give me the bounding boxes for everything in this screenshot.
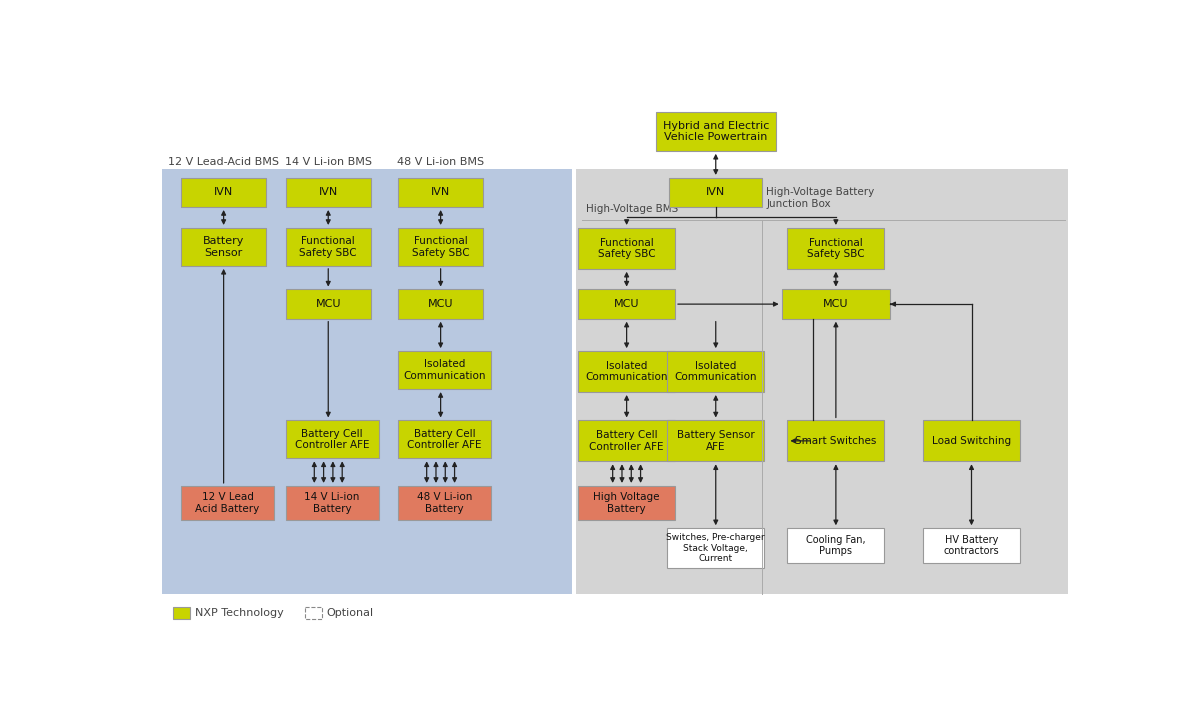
- FancyBboxPatch shape: [181, 228, 266, 266]
- FancyBboxPatch shape: [305, 607, 322, 619]
- FancyBboxPatch shape: [398, 228, 484, 266]
- FancyBboxPatch shape: [286, 228, 371, 266]
- Text: Isolated
Communication: Isolated Communication: [674, 361, 757, 382]
- Text: MCU: MCU: [823, 299, 848, 309]
- Text: Functional
Safety SBC: Functional Safety SBC: [300, 236, 358, 258]
- Text: Hybrid and Electric
Vehicle Powertrain: Hybrid and Electric Vehicle Powertrain: [662, 121, 769, 142]
- Text: Battery Cell
Controller AFE: Battery Cell Controller AFE: [295, 429, 370, 450]
- Text: Battery Cell
Controller AFE: Battery Cell Controller AFE: [407, 429, 481, 450]
- FancyBboxPatch shape: [578, 290, 676, 319]
- Text: 12 V Lead
Acid Battery: 12 V Lead Acid Battery: [196, 493, 259, 514]
- FancyBboxPatch shape: [286, 290, 371, 319]
- Text: NXP Technology: NXP Technology: [194, 608, 283, 618]
- FancyBboxPatch shape: [578, 351, 676, 392]
- Text: HV Battery
contractors: HV Battery contractors: [943, 535, 1000, 556]
- Text: MCU: MCU: [614, 299, 640, 309]
- FancyBboxPatch shape: [781, 290, 890, 319]
- FancyBboxPatch shape: [787, 528, 884, 563]
- FancyBboxPatch shape: [667, 420, 764, 461]
- FancyBboxPatch shape: [398, 486, 491, 520]
- Text: Optional: Optional: [326, 608, 374, 618]
- Text: Cooling Fan,
Pumps: Cooling Fan, Pumps: [806, 535, 865, 556]
- FancyBboxPatch shape: [173, 607, 191, 619]
- Text: High-Voltage BMS: High-Voltage BMS: [586, 204, 678, 214]
- Text: MCU: MCU: [316, 299, 341, 309]
- Bar: [576, 169, 1068, 594]
- FancyBboxPatch shape: [787, 420, 884, 461]
- FancyBboxPatch shape: [398, 351, 491, 389]
- FancyBboxPatch shape: [578, 420, 676, 461]
- FancyBboxPatch shape: [787, 228, 884, 269]
- FancyBboxPatch shape: [181, 178, 266, 207]
- FancyBboxPatch shape: [398, 178, 484, 207]
- Text: Isolated
Communication: Isolated Communication: [403, 360, 486, 381]
- Text: High-Voltage Battery
Junction Box: High-Voltage Battery Junction Box: [766, 187, 875, 209]
- FancyBboxPatch shape: [286, 420, 379, 459]
- FancyBboxPatch shape: [667, 351, 764, 392]
- Text: Functional
Safety SBC: Functional Safety SBC: [598, 238, 655, 259]
- FancyBboxPatch shape: [667, 528, 764, 568]
- Text: Functional
Safety SBC: Functional Safety SBC: [808, 238, 865, 259]
- Text: Smart Switches: Smart Switches: [796, 436, 876, 446]
- Text: IVN: IVN: [706, 187, 725, 197]
- Text: High Voltage
Battery: High Voltage Battery: [593, 493, 660, 514]
- FancyBboxPatch shape: [923, 420, 1020, 461]
- Text: 12 V Lead-Acid BMS: 12 V Lead-Acid BMS: [168, 157, 280, 167]
- Text: Isolated
Communication: Isolated Communication: [586, 361, 668, 382]
- Text: 14 V Li-ion
Battery: 14 V Li-ion Battery: [305, 493, 360, 514]
- FancyBboxPatch shape: [286, 486, 379, 520]
- FancyBboxPatch shape: [181, 486, 274, 520]
- Text: 14 V Li-ion BMS: 14 V Li-ion BMS: [284, 157, 372, 167]
- Text: Battery Sensor
AFE: Battery Sensor AFE: [677, 430, 755, 451]
- Text: Battery
Sensor: Battery Sensor: [203, 236, 245, 258]
- Text: IVN: IVN: [319, 187, 338, 197]
- Text: Load Switching: Load Switching: [932, 436, 1012, 446]
- FancyBboxPatch shape: [286, 178, 371, 207]
- FancyBboxPatch shape: [578, 228, 676, 269]
- Text: Functional
Safety SBC: Functional Safety SBC: [412, 236, 469, 258]
- Text: 48 V Li-ion
Battery: 48 V Li-ion Battery: [416, 493, 472, 514]
- Text: IVN: IVN: [214, 187, 233, 197]
- FancyBboxPatch shape: [923, 528, 1020, 563]
- FancyBboxPatch shape: [398, 420, 491, 459]
- Bar: [162, 169, 572, 594]
- FancyBboxPatch shape: [398, 290, 484, 319]
- FancyBboxPatch shape: [578, 486, 676, 520]
- Text: 48 V Li-ion BMS: 48 V Li-ion BMS: [397, 157, 484, 167]
- FancyBboxPatch shape: [670, 178, 762, 207]
- FancyBboxPatch shape: [655, 112, 776, 151]
- Text: Switches, Pre-charger
Stack Voltage,
Current: Switches, Pre-charger Stack Voltage, Cur…: [666, 533, 766, 563]
- Text: IVN: IVN: [431, 187, 450, 197]
- Text: MCU: MCU: [428, 299, 454, 309]
- Text: Battery Cell
Controller AFE: Battery Cell Controller AFE: [589, 430, 664, 451]
